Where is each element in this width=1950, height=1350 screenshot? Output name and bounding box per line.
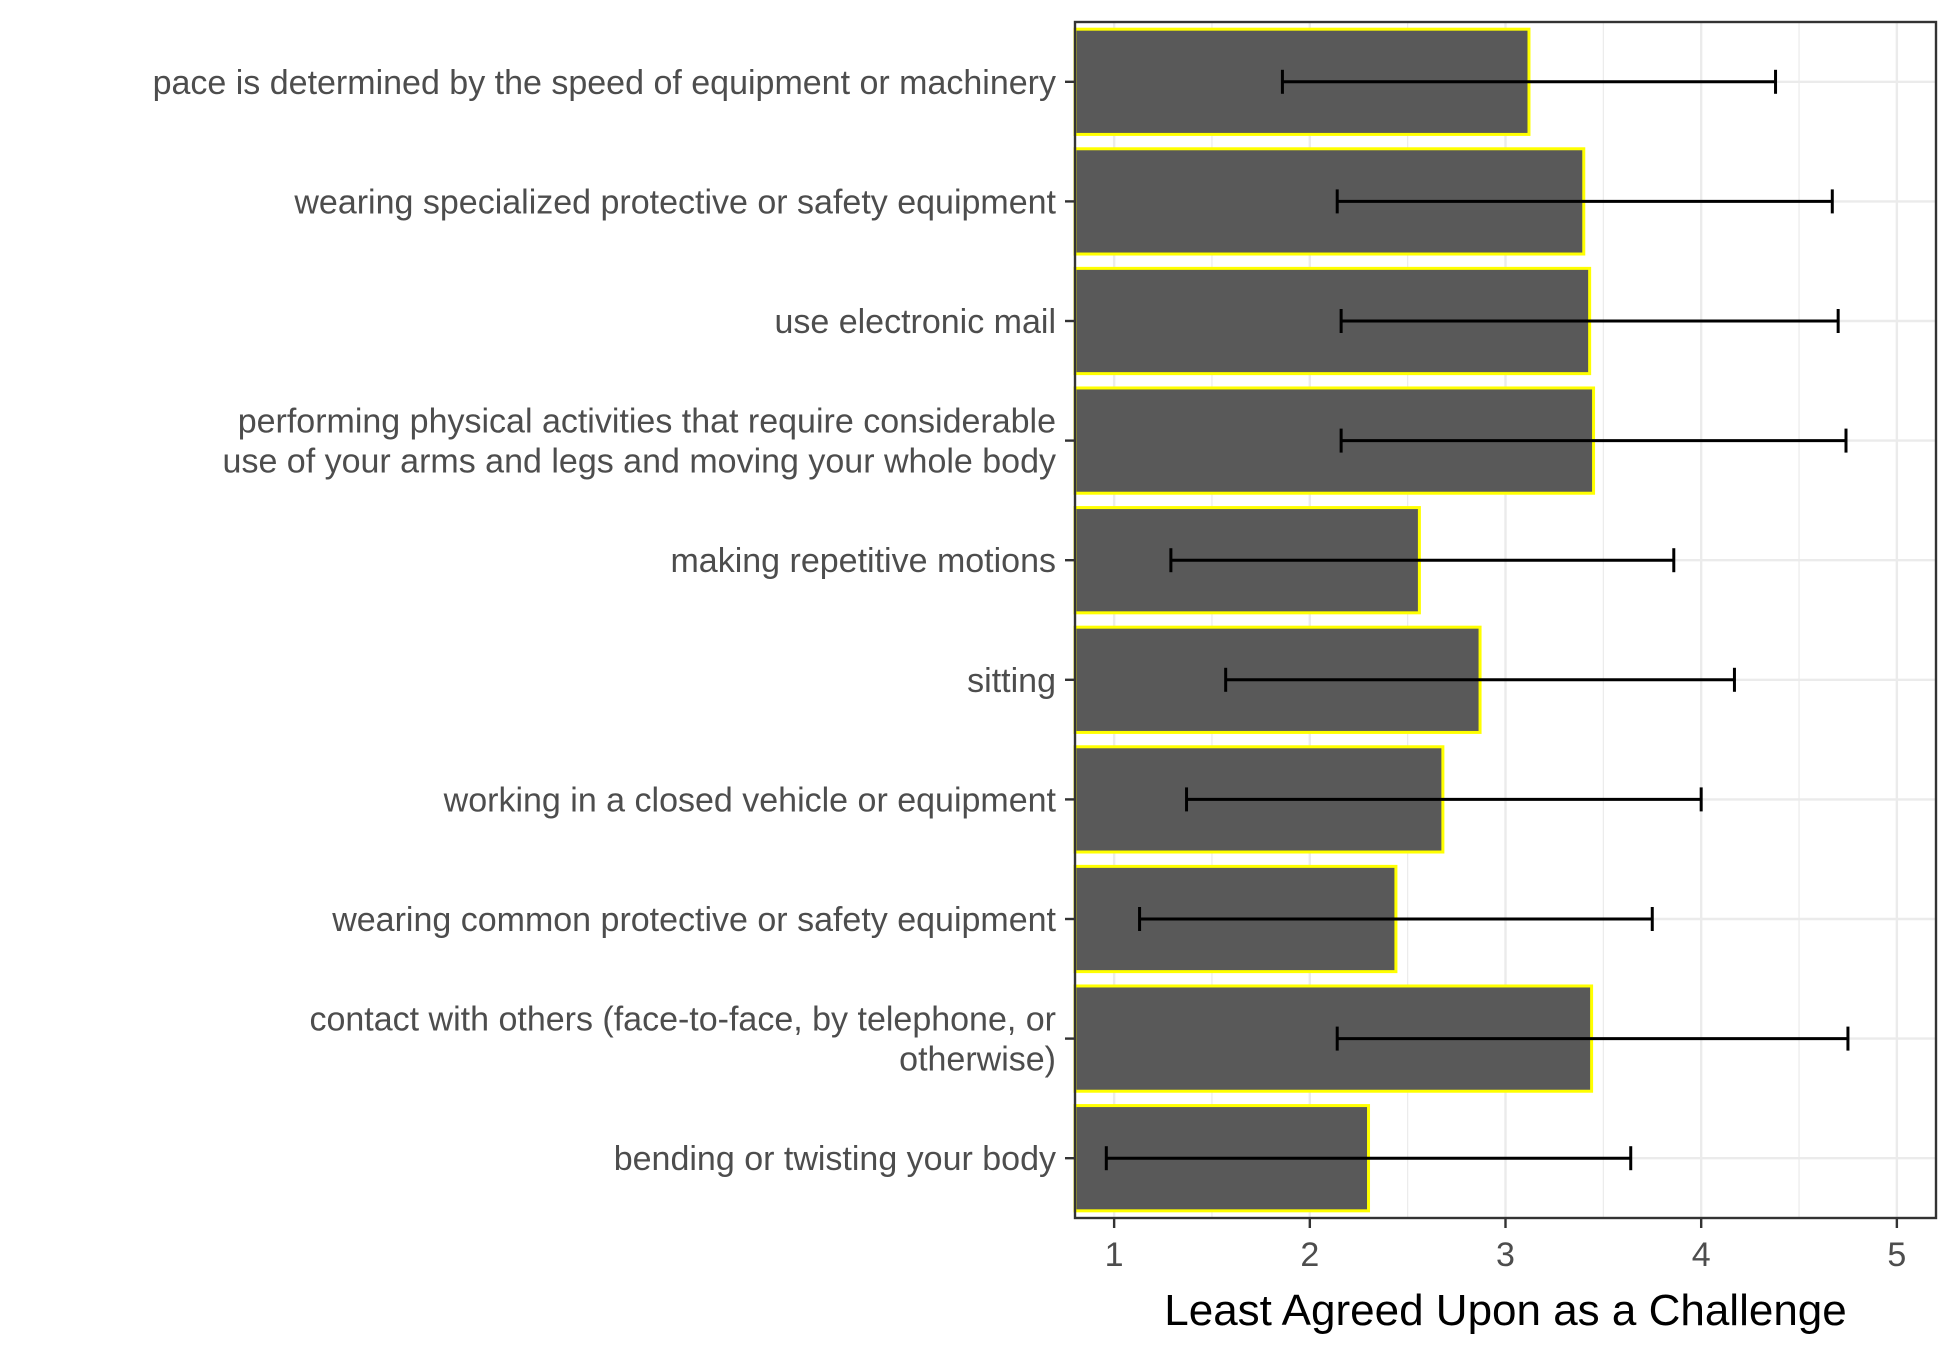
category-label-line: use of your arms and legs and moving you… xyxy=(223,443,1056,481)
category-label: wearing specialized protective or safety… xyxy=(293,183,1056,221)
error-bar xyxy=(1280,69,1778,94)
category-label-line: working in a closed vehicle or equipment xyxy=(443,781,1057,819)
category-label: wearing common protective or safety equi… xyxy=(331,901,1056,939)
category-label-line: otherwise) xyxy=(899,1041,1056,1079)
category-label: sitting xyxy=(967,662,1056,700)
error-bar xyxy=(1138,907,1654,931)
category-label: bending or twisting your body xyxy=(614,1140,1056,1178)
error-bar xyxy=(1169,548,1676,573)
x-axis-title: Least Agreed Upon as a Challenge xyxy=(1164,1286,1847,1335)
x-tick-label: 2 xyxy=(1300,1236,1319,1274)
error-bar xyxy=(1339,309,1840,333)
category-label-line: wearing common protective or safety equi… xyxy=(331,901,1056,939)
category-label-line: bending or twisting your body xyxy=(614,1140,1056,1178)
category-label: pace is determined by the speed of equip… xyxy=(153,64,1056,102)
y-axis: pace is determined by the speed of equip… xyxy=(153,64,1075,1178)
category-label: working in a closed vehicle or equipment xyxy=(443,781,1057,819)
error-bar xyxy=(1335,189,1834,214)
error-bar xyxy=(1335,1026,1850,1051)
error-bar xyxy=(1185,787,1703,812)
error-bar xyxy=(1224,667,1736,692)
category-label-line: performing physical activities that requ… xyxy=(238,403,1056,441)
error-bars xyxy=(1104,69,1850,1171)
category-label: contact with others (face-to-face, by te… xyxy=(309,1001,1056,1079)
error-bar xyxy=(1104,1146,1633,1171)
x-tick-label: 5 xyxy=(1887,1236,1906,1274)
category-label-line: use electronic mail xyxy=(774,303,1056,341)
bars xyxy=(1073,27,1596,1213)
x-tick-label: 1 xyxy=(1105,1236,1124,1274)
category-label-line: wearing specialized protective or safety… xyxy=(293,183,1056,221)
x-tick-label: 4 xyxy=(1692,1236,1711,1274)
error-bar xyxy=(1339,428,1848,453)
category-label-line: making repetitive motions xyxy=(670,542,1056,580)
category-label-line: contact with others (face-to-face, by te… xyxy=(309,1001,1056,1039)
category-label: making repetitive motions xyxy=(670,542,1056,580)
category-label: performing physical activities that requ… xyxy=(223,403,1056,481)
category-label: use electronic mail xyxy=(774,303,1056,341)
category-label-line: pace is determined by the speed of equip… xyxy=(153,64,1056,102)
category-label-line: sitting xyxy=(967,662,1056,700)
x-axis: 1 2 3 4 5 xyxy=(1105,1218,1906,1274)
x-tick-label: 3 xyxy=(1496,1236,1515,1274)
